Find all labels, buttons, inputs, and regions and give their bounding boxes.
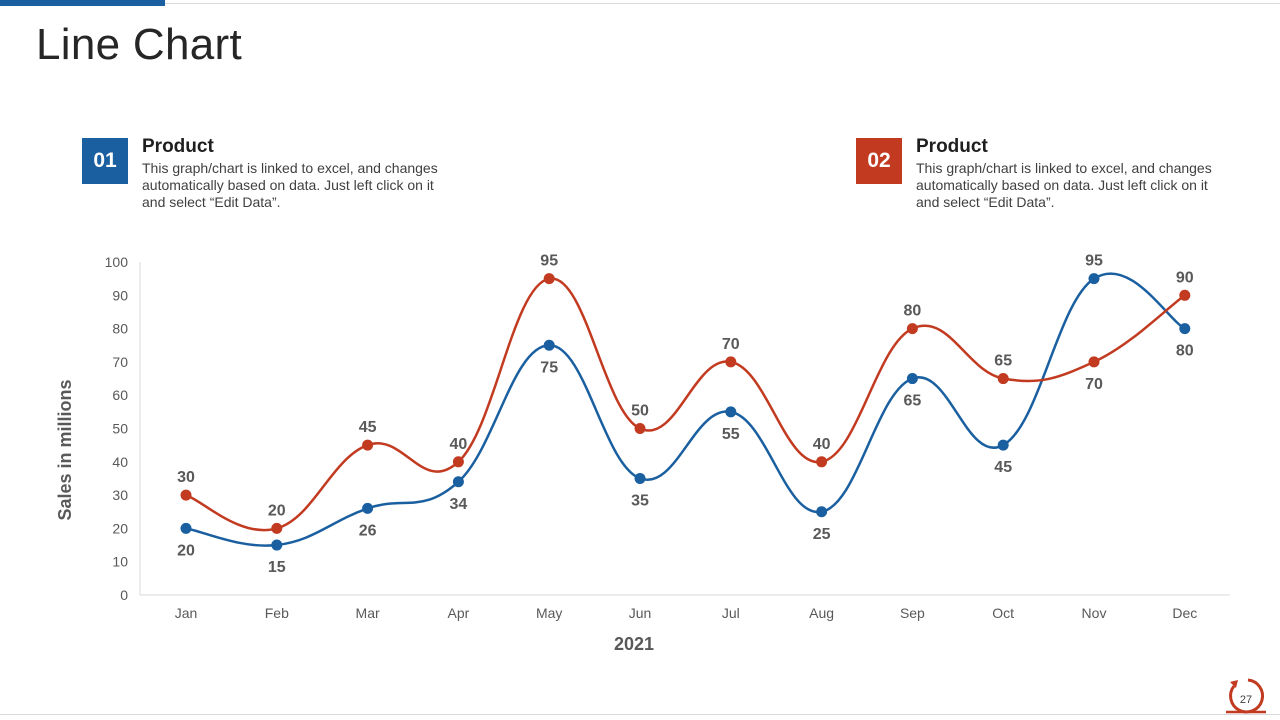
data-label-s1-jan: 20 (177, 542, 195, 559)
data-label-s1-feb: 15 (268, 559, 286, 576)
series-line-1 (185, 272, 1186, 547)
data-point-s2-aug (816, 456, 828, 468)
data-point-s2-jun (634, 423, 646, 434)
data-point-s1-jul (725, 406, 737, 418)
data-point-s2-nov (1088, 356, 1100, 368)
legend-description-01: This graph/chart is linked to excel, and… (142, 160, 438, 210)
y-tick-label-30: 30 (112, 487, 128, 503)
legend-description-02: This graph/chart is linked to excel, and… (916, 160, 1212, 210)
legend-badge-02: 02 (856, 138, 902, 184)
page-number: 27 (1240, 694, 1252, 706)
data-point-s2-mar (362, 439, 374, 451)
logo-icon: 27 (1226, 678, 1266, 714)
data-label-s1-mar: 26 (359, 522, 377, 539)
data-point-s1-mar (362, 502, 374, 514)
data-label-s2-sep: 80 (904, 303, 922, 320)
data-point-s1-aug (816, 506, 828, 518)
data-label-s2-may: 95 (540, 253, 558, 270)
y-tick-label-80: 80 (112, 321, 128, 337)
data-label-s2-oct: 65 (994, 353, 1012, 370)
data-label-s2-apr: 40 (450, 436, 468, 453)
data-label-s1-apr: 34 (450, 496, 468, 513)
y-tick-label-0: 0 (120, 587, 128, 603)
data-label-s1-jul: 55 (722, 426, 740, 443)
data-label-s2-mar: 45 (359, 419, 377, 436)
x-tick-label-jan: Jan (175, 605, 198, 621)
y-tick-label-60: 60 (112, 387, 128, 403)
data-point-s2-jan (180, 489, 192, 501)
data-point-s1-dec (1179, 323, 1191, 335)
y-tick-label-100: 100 (105, 254, 129, 270)
data-label-s1-jun: 35 (631, 492, 649, 509)
data-point-s1-nov (1088, 273, 1100, 285)
data-point-s1-jan (180, 522, 192, 534)
data-point-s2-jul (725, 356, 737, 368)
x-tick-label-jun: Jun (629, 605, 652, 621)
y-axis-title: Sales in millions (55, 379, 75, 520)
data-point-s2-dec (1179, 289, 1191, 301)
data-label-s1-may: 75 (540, 359, 558, 376)
x-tick-label-jul: Jul (722, 605, 740, 621)
x-tick-label-feb: Feb (265, 605, 289, 621)
data-label-s2-jul: 70 (722, 336, 740, 353)
data-label-s2-nov: 70 (1085, 376, 1103, 393)
data-label-s2-feb: 20 (268, 502, 286, 519)
x-tick-label-may: May (536, 605, 562, 621)
x-tick-label-dec: Dec (1172, 605, 1197, 621)
y-tick-label-70: 70 (112, 354, 128, 370)
legend-title-01: Product (142, 136, 214, 157)
data-label-s1-aug: 25 (813, 526, 831, 543)
bottom-divider (0, 714, 1280, 715)
data-point-s2-feb (271, 522, 283, 534)
data-point-s1-sep (906, 373, 918, 385)
x-tick-label-apr: Apr (448, 605, 470, 621)
x-tick-label-sep: Sep (900, 605, 925, 621)
y-tick-label-50: 50 (112, 421, 128, 437)
data-point-s2-oct (997, 373, 1009, 385)
series-line-2 (185, 277, 1186, 532)
y-tick-label-90: 90 (112, 287, 128, 303)
data-label-s1-sep: 65 (904, 393, 922, 410)
y-tick-label-20: 20 (112, 520, 128, 536)
top-divider (165, 3, 1280, 4)
y-tick-label-40: 40 (112, 454, 128, 470)
data-label-s2-jun: 50 (631, 403, 649, 420)
data-point-s1-may (543, 339, 555, 351)
data-label-s1-oct: 45 (994, 459, 1012, 476)
data-point-s1-oct (997, 439, 1009, 451)
x-tick-label-aug: Aug (809, 605, 834, 621)
y-tick-label-10: 10 (112, 554, 128, 570)
data-point-s2-may (543, 273, 555, 285)
legend-badge-01: 01 (82, 138, 128, 184)
data-point-s2-apr (452, 456, 464, 468)
legend-title-02: Product (916, 136, 988, 157)
data-label-s1-dec: 80 (1176, 343, 1194, 360)
x-tick-label-oct: Oct (992, 605, 1014, 621)
data-label-s1-nov: 95 (1085, 253, 1103, 270)
data-point-s1-jun (634, 472, 646, 484)
data-point-s1-apr (452, 476, 464, 488)
data-point-s2-sep (906, 323, 918, 335)
data-label-s2-aug: 40 (813, 436, 831, 453)
x-axis-title: 2021 (614, 634, 654, 654)
x-tick-label-nov: Nov (1082, 605, 1107, 621)
x-tick-label-mar: Mar (356, 605, 380, 621)
top-accent-bar (0, 0, 165, 6)
data-label-s2-jan: 30 (177, 469, 195, 486)
data-point-s1-feb (271, 539, 283, 551)
data-label-s2-dec: 90 (1176, 269, 1194, 286)
slide-title: Line Chart (36, 20, 243, 69)
